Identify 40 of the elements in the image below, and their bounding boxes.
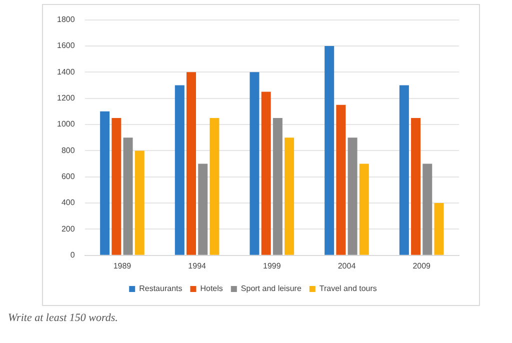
bar	[348, 138, 358, 255]
x-tick-label: 1999	[263, 261, 282, 270]
bar	[210, 118, 220, 255]
bar	[399, 85, 409, 255]
bar	[336, 104, 346, 255]
x-tick-label: 1994	[188, 261, 207, 270]
bar	[434, 203, 444, 255]
y-tick-label: 600	[61, 172, 76, 182]
y-tick-label: 200	[61, 224, 76, 234]
bar	[359, 164, 369, 255]
bar	[198, 164, 208, 255]
legend-label: Sport and leisure	[240, 284, 302, 294]
bar	[250, 72, 260, 255]
bar	[100, 111, 110, 255]
text: Write at least 150 words.	[8, 312, 118, 324]
x-tick-label: 2009	[412, 261, 432, 270]
bar	[272, 118, 282, 255]
bar	[186, 72, 196, 255]
y-tick-label: 1800	[57, 15, 76, 24]
y-tick-label: 1000	[57, 120, 76, 129]
x-tick-label: 2004	[338, 261, 356, 270]
bar	[324, 46, 334, 255]
bar	[261, 92, 271, 255]
y-tick-label: 400	[61, 198, 76, 208]
y-tick-label: 1400	[57, 67, 76, 76]
y-tick-label: 1200	[57, 94, 76, 103]
legend-label: Hotels	[200, 284, 223, 294]
y-tick-label: 800	[61, 146, 76, 155]
bar	[422, 164, 432, 255]
x-tick-label: 1989	[113, 261, 132, 270]
bar	[411, 118, 421, 255]
bar	[112, 118, 122, 255]
bar	[284, 138, 294, 255]
legend-label: Travel and tours	[319, 284, 377, 294]
y-tick-label: 1600	[57, 41, 76, 50]
legend-label: Restaurants	[139, 284, 182, 294]
bar	[174, 85, 184, 255]
y-tick-label: 0	[70, 250, 76, 260]
bar	[123, 138, 133, 255]
bar	[134, 150, 144, 255]
